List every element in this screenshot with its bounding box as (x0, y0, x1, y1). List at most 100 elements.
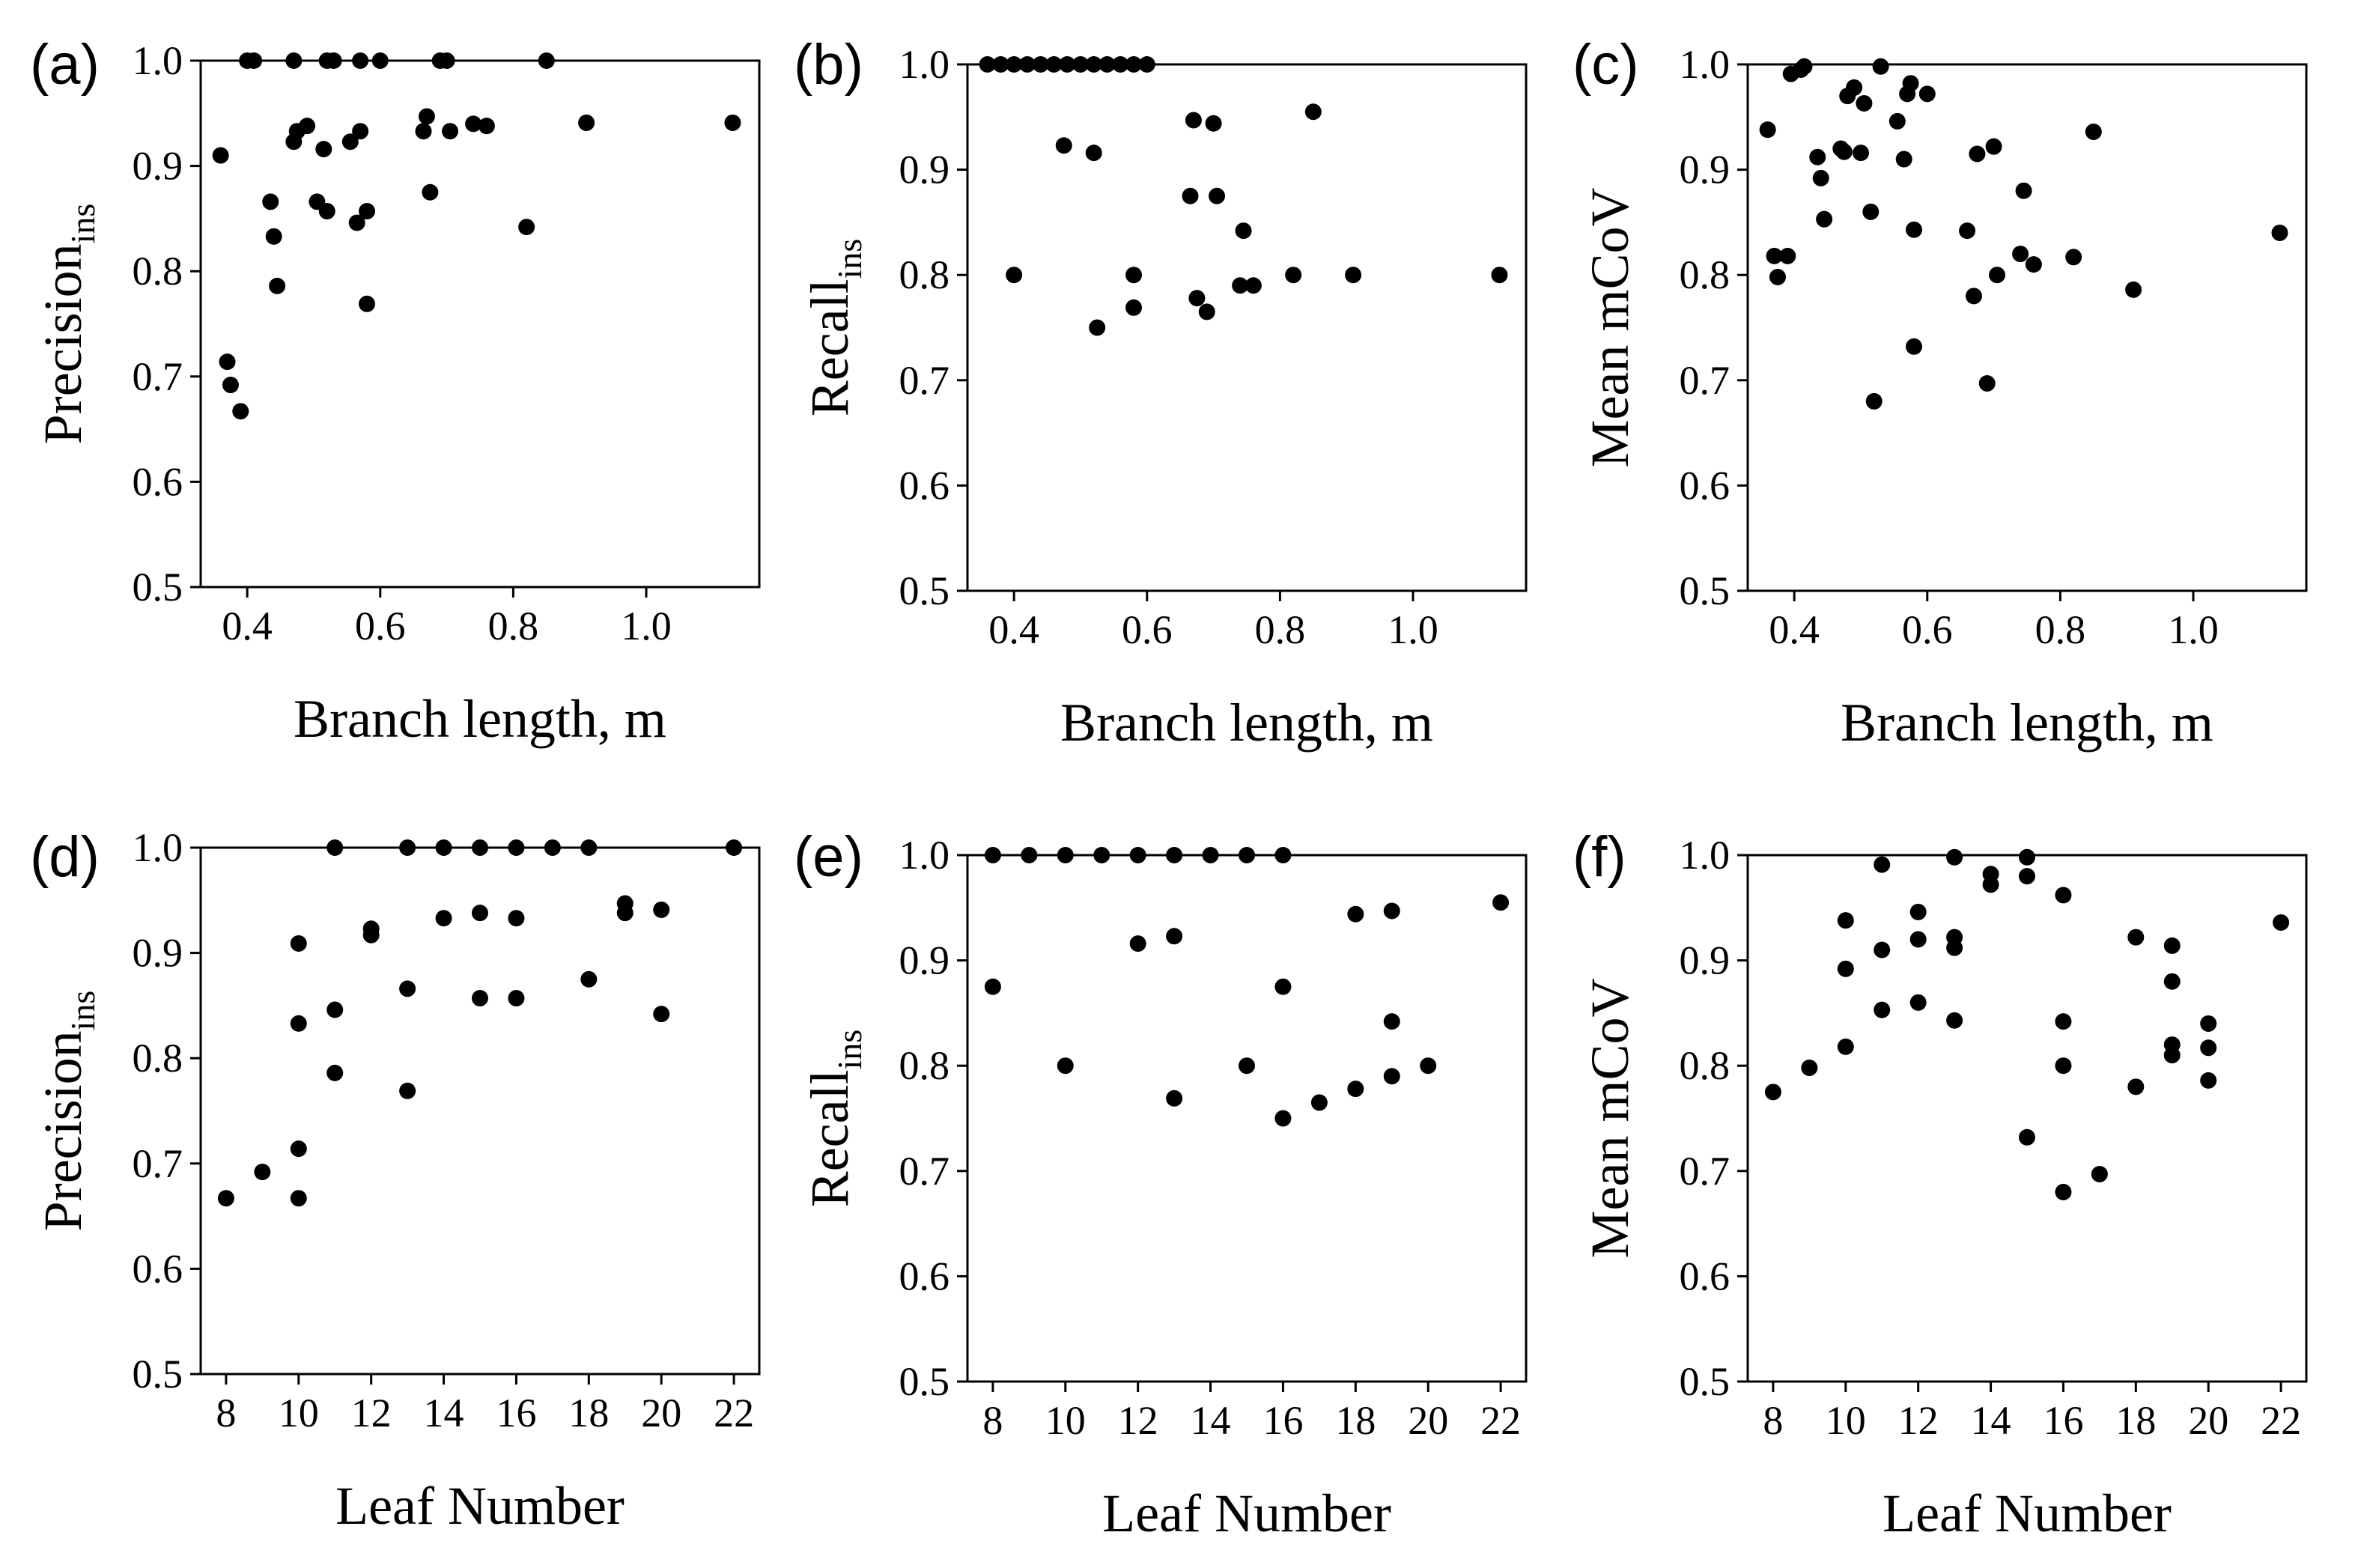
chart-0-point (415, 123, 432, 140)
chart-4-ytick-label: 0.6 (899, 1254, 950, 1298)
chart-5-ytick-label: 0.9 (1680, 938, 1730, 983)
chart-1-point (1205, 115, 1222, 132)
chart-4-point (1166, 928, 1183, 945)
chart-2-point (1796, 58, 1813, 75)
chart-5-xtick-label: 22 (2261, 1398, 2301, 1443)
chart-2-point (1918, 85, 1936, 103)
chart-3-xtick-label: 22 (714, 1391, 754, 1435)
chart-0-xtick-label: 0.4 (222, 604, 273, 648)
chart-4-point (1492, 894, 1510, 911)
chart-0-point (299, 118, 316, 135)
chart-2-point (1906, 221, 1923, 238)
chart-5-ytick-label: 0.5 (1680, 1359, 1730, 1404)
chart-2-xtick-label: 0.4 (1769, 607, 1820, 652)
chart-1-point (1045, 56, 1063, 73)
chart-3-point (544, 839, 561, 856)
chart-0-point (212, 147, 229, 164)
chart-4-point (1347, 1081, 1364, 1098)
chart-3-point (580, 970, 598, 988)
chart-4-panel-label: (e) (794, 825, 863, 889)
chart-3-point (399, 1082, 416, 1099)
chart-1-point (1209, 187, 1226, 204)
chart-0-point (246, 52, 263, 69)
chart-0-point (341, 133, 359, 151)
chart-3-point (435, 910, 452, 927)
chart-3-xtick-label: 16 (496, 1391, 536, 1435)
chart-4-point (1129, 847, 1146, 863)
chart-3-point (653, 1006, 670, 1023)
chart-5-point (2127, 929, 2145, 946)
chart-2-ytick-label: 0.8 (1680, 252, 1730, 297)
chart-3-ylabel-main: Precision (33, 1030, 93, 1231)
chart-2-ytick-label: 0.5 (1680, 568, 1730, 613)
chart-3-ytick-label: 0.7 (133, 1141, 183, 1186)
chart-3-point (435, 839, 452, 856)
chart-2-xtick-label: 0.6 (1902, 607, 1953, 652)
chart-2-xlabel: Branch length, m (1841, 693, 2213, 753)
chart-3-point (399, 839, 416, 856)
chart-1-point (1032, 56, 1049, 73)
chart-1-ylabel-subscript: ins (830, 239, 869, 279)
chart-3-point (362, 926, 380, 943)
chart-0-point (422, 183, 439, 201)
chart-1-point (1055, 137, 1072, 154)
chart-1-ylabel-group: Recallins (800, 239, 869, 417)
chart-0-point (359, 203, 376, 220)
chart-4-xtick-label: 18 (1335, 1398, 1376, 1443)
chart-2-point (1852, 145, 1869, 162)
chart-3-point (326, 839, 344, 856)
chart-1-point (1018, 56, 1036, 73)
chart-1-xtick-label: 1.0 (1388, 607, 1438, 652)
chart-1-frame (966, 63, 1528, 592)
chart-4-frame (966, 854, 1528, 1383)
chart-0-ytick-label: 0.9 (133, 144, 183, 189)
chart-5-xtick-label: 8 (1763, 1398, 1783, 1443)
chart-4-ylabel-group: Recallins (800, 1030, 869, 1208)
chart-4-point (1274, 1110, 1292, 1127)
chart-1-ytick-label: 0.9 (899, 148, 950, 192)
chart-0-point (269, 277, 286, 294)
chart-2-point (1835, 143, 1853, 160)
chart-5-point (2055, 1013, 2072, 1030)
chart-4-xtick-label: 12 (1118, 1398, 1158, 1443)
chart-2-point (1888, 112, 1906, 130)
chart-0-point (222, 377, 239, 394)
chart-0-point (371, 52, 389, 69)
chart-1-point (979, 56, 996, 73)
chart-1-point (992, 56, 1009, 73)
chart-5-point (2055, 1057, 2072, 1075)
chart-3-ylabel-subscript: ins (64, 991, 102, 1031)
chart-3-xtick-label: 20 (641, 1391, 681, 1435)
chart-2-panel-label: (c) (1572, 33, 1639, 97)
chart-5-point (2200, 1039, 2217, 1057)
chart-3-point (472, 990, 488, 1007)
chart-1-point (1198, 303, 1215, 320)
chart-5-point (2163, 937, 2181, 954)
chart-1-point (1491, 267, 1508, 284)
chart-2-point (1809, 148, 1826, 165)
chart-1-ytick-label: 0.7 (899, 358, 950, 403)
chart-3-xtick-label: 14 (424, 1391, 464, 1435)
chart-5-xtick-label: 10 (1826, 1398, 1866, 1443)
chart-5-point (2273, 914, 2290, 931)
chart-5-point (1837, 912, 1854, 929)
chart-2-ytick-label: 0.7 (1680, 358, 1730, 403)
chart-1-xtick-label: 0.4 (988, 607, 1039, 652)
chart-0-ytick-label: 0.7 (133, 354, 183, 399)
chart-1-point (1235, 222, 1252, 240)
chart-4-point (1166, 1090, 1183, 1107)
chart-5-point (1764, 1084, 1781, 1101)
chart-0-ylabel: Precisionins (33, 204, 102, 445)
chart-5-ytick-label: 0.7 (1680, 1149, 1730, 1194)
chart-0-point (478, 118, 495, 135)
chart-1-point (1125, 299, 1143, 316)
chart-1-point (1188, 290, 1206, 307)
chart-1-point (1085, 56, 1102, 73)
chart-4-point (1383, 902, 1400, 920)
chart-2-point (2025, 256, 2042, 273)
chart-0-ytick-label: 0.6 (133, 459, 183, 504)
chart-1-point (1182, 187, 1199, 204)
panel-d: (d) 0.5 0.6 0.7 0.8 0.9 1.0 8 10 12 14 16 18 20 22 Leaf… (30, 825, 761, 1536)
chart-3-panel-label: (d) (30, 825, 100, 889)
chart-5-point (1909, 903, 1927, 920)
